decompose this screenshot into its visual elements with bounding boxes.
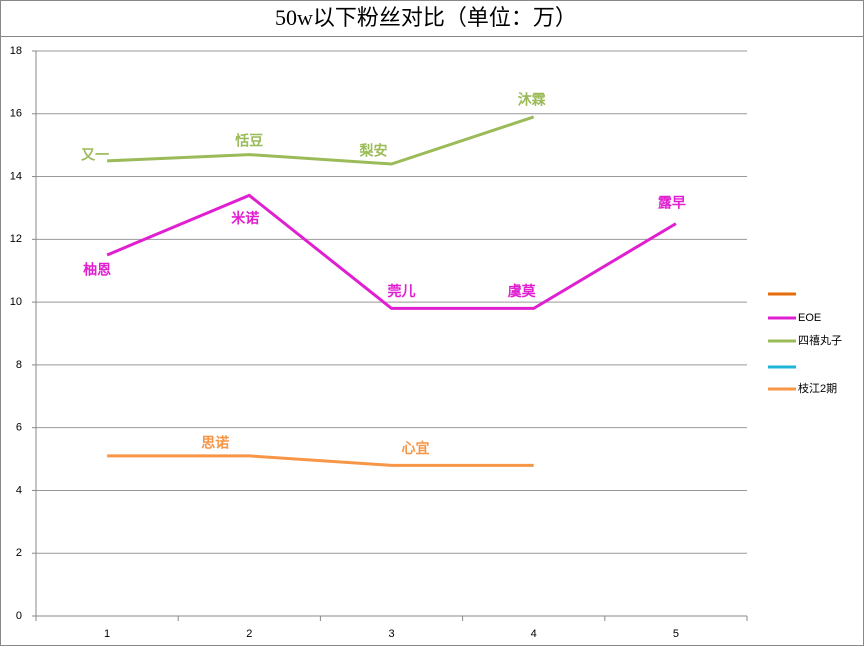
point-label: 心宜 xyxy=(402,440,430,456)
point-label: 莞儿 xyxy=(388,283,416,299)
point-label: 又一 xyxy=(81,147,109,163)
y-tick-label: 2 xyxy=(16,547,22,559)
chart-title: 50w以下粉丝对比（单位：万） xyxy=(275,5,577,30)
y-tick-label: 14 xyxy=(10,170,22,182)
x-tick-label: 2 xyxy=(246,628,252,640)
y-tick-label: 6 xyxy=(16,422,22,434)
legend-label: 枝江2期 xyxy=(798,381,837,395)
point-label: 梨安 xyxy=(359,143,388,159)
x-tick-label: 5 xyxy=(673,628,679,640)
series-line xyxy=(107,454,534,467)
point-label: 恬豆 xyxy=(234,132,263,148)
y-tick-label: 12 xyxy=(10,233,22,245)
legend-label: EOE xyxy=(798,312,821,324)
point-label: 虞莫 xyxy=(508,283,537,299)
point-label: 柚恩 xyxy=(83,262,111,278)
point-label: 米诺 xyxy=(231,210,259,226)
y-tick-label: 10 xyxy=(10,296,22,308)
series-line xyxy=(107,115,535,166)
legend-label: 四禧丸子 xyxy=(798,334,842,347)
y-tick-label: 4 xyxy=(16,484,22,496)
y-tick-label: 18 xyxy=(10,45,22,57)
y-tick-label: 8 xyxy=(16,359,22,371)
x-tick-label: 3 xyxy=(388,628,394,640)
x-tick-label: 4 xyxy=(531,628,537,640)
y-tick-label: 0 xyxy=(16,610,22,622)
series-line xyxy=(106,193,677,310)
point-label: 露早 xyxy=(658,194,686,210)
y-tick-label: 16 xyxy=(10,108,22,120)
point-label: 思诺 xyxy=(201,435,229,451)
x-tick-label: 1 xyxy=(104,628,110,640)
point-label: 沐霖 xyxy=(518,92,546,108)
